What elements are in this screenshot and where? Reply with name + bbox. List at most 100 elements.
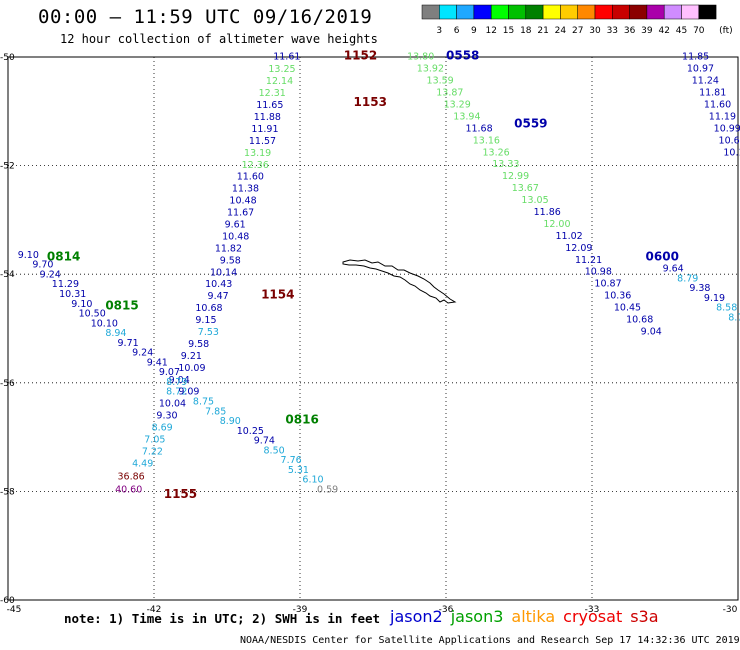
- pass-time-label: 0559: [514, 117, 547, 131]
- wave-height-label: 11.24: [692, 76, 719, 87]
- wave-height-label: 7.05: [144, 435, 165, 446]
- satellite-altika: altika: [511, 607, 556, 626]
- wave-height-label: 10.36: [604, 291, 631, 302]
- legend-tick-label: 21: [537, 26, 548, 36]
- wave-height-label: 12.99: [502, 171, 529, 182]
- map-grid: [8, 57, 738, 600]
- wave-height-label: 12.14: [266, 76, 293, 87]
- wave-height-label: 9.04: [641, 326, 662, 337]
- wave-height-label: 9.24: [132, 348, 153, 359]
- pass-time-label: 1152: [344, 49, 377, 63]
- wave-height-label: 11.29: [52, 279, 79, 290]
- wave-height-label: 13.19: [244, 148, 271, 159]
- wave-height-label: 10.98: [585, 267, 612, 278]
- lat-tick-label: -56: [0, 379, 15, 389]
- wave-height-label: 8.69: [152, 423, 173, 434]
- legend-tick-label: 12: [485, 26, 496, 36]
- wave-height-label: 36.86: [118, 471, 145, 482]
- legend-swatch: [421, 4, 440, 20]
- satellite-s3a: s3a: [630, 607, 659, 626]
- wave-height-label: 7.85: [205, 406, 226, 417]
- page-subtitle: 12 hour collection of altimeter wave hei…: [60, 32, 378, 46]
- wave-height-label: 8.75: [193, 397, 214, 408]
- lat-tick-label: -50: [0, 53, 15, 63]
- wave-height-label: 9.21: [181, 351, 202, 362]
- wave-height-label: 13.33: [492, 159, 519, 170]
- wave-height-label: 13.94: [453, 111, 480, 122]
- legend-tick-label: 30: [589, 26, 601, 36]
- wave-height-label: 13.92: [417, 64, 444, 75]
- legend-tick-label: 70: [693, 26, 705, 36]
- wave-height-label: 6.10: [302, 475, 323, 486]
- pass-time-label: 1153: [354, 95, 387, 109]
- wave-height-label: 9.30: [156, 411, 177, 422]
- wave-height-label: 9.47: [208, 291, 229, 302]
- wave-height-label: 13.25: [268, 64, 295, 75]
- wave-height-label: 13.29: [444, 99, 471, 110]
- color-legend: 3 6 9 12 15 18 21 24 27 30 33 36 39 42 45 70 (ft): [421, 4, 733, 36]
- legend-swatch: [542, 4, 561, 20]
- wave-height-label: 9.19: [704, 293, 725, 304]
- pass-time-label: 0600: [646, 250, 679, 264]
- pass-time-label: 1154: [261, 288, 294, 302]
- wave-height-label: 9.70: [32, 260, 53, 271]
- wave-height-label: 8.94: [105, 328, 126, 339]
- legend-tick-label: 45: [676, 26, 687, 36]
- legend-swatch: [663, 4, 682, 20]
- legend-swatch: [594, 4, 613, 20]
- legend-swatch: [439, 4, 457, 20]
- wave-height-label: 8.79: [166, 377, 187, 388]
- wave-height-label: 40.60: [115, 484, 142, 495]
- wave-height-label: 10.99: [714, 123, 740, 134]
- wave-height-label: 9.04: [169, 375, 190, 386]
- wave-height-label: 11.38: [232, 184, 259, 195]
- legend-tick-label: 18: [520, 26, 532, 36]
- wave-height-label: 9.58: [188, 339, 209, 350]
- pass-time-label: 0814: [47, 250, 80, 264]
- legend-swatch: [560, 4, 578, 20]
- lat-tick-label: -58: [0, 487, 15, 497]
- wave-height-label: 11.86: [534, 207, 561, 218]
- wave-height-label: 9.24: [40, 269, 61, 280]
- wave-height-label: 8.79: [677, 273, 698, 284]
- wave-height-label: 11.85: [682, 52, 709, 63]
- legend-tick-label: 15: [503, 26, 514, 36]
- wave-height-label: 11.88: [254, 112, 281, 123]
- legend-tick-label: 3: [436, 26, 442, 36]
- wave-height-label: 10.04: [159, 399, 186, 410]
- wave-height-label: 11.61: [273, 52, 300, 63]
- wave-height-label: 10.10: [91, 318, 118, 329]
- wave-height-label: 13.87: [436, 88, 463, 99]
- wave-height-label: 10.48: [222, 231, 249, 242]
- wave-height-label: 9.71: [118, 338, 139, 349]
- satellite-cryosat: cryosat: [563, 607, 623, 626]
- note-text: note: 1) Time is in UTC; 2) SWH is in fe…: [64, 611, 381, 626]
- wave-height-label: 7.22: [142, 446, 163, 457]
- wave-height-label: 10.48: [229, 196, 256, 207]
- wave-height-label: 12.09: [565, 243, 592, 254]
- legend-swatch: [473, 4, 492, 20]
- wave-height-label: 11.02: [556, 231, 583, 242]
- legend-tick-label: 42: [658, 26, 669, 36]
- lat-tick-label: -54: [0, 270, 15, 280]
- wave-height-label: 11.67: [227, 208, 254, 219]
- wave-height-label: 10.43: [205, 279, 232, 290]
- lat-tick-label: -60: [0, 596, 15, 606]
- wave-height-label: 11.60: [237, 172, 264, 183]
- pass-time-label: 0816: [285, 413, 318, 427]
- wave-height-label: 8.76: [728, 312, 740, 323]
- wave-height-label: 11.60: [704, 99, 731, 110]
- legend-unit: (ft): [719, 26, 733, 36]
- footer-credit: NOAA/NESDIS Center for Satellite Applica…: [240, 635, 740, 646]
- wave-height-label: 10.14: [210, 267, 237, 278]
- wave-height-label: 10.68: [195, 303, 222, 314]
- wave-height-label: 11.57: [249, 136, 276, 147]
- legend-swatch: [508, 4, 527, 20]
- wave-height-label: 9.10: [18, 250, 39, 261]
- legend-swatch: [490, 4, 509, 20]
- wave-height-label: 13.26: [483, 147, 510, 158]
- wave-height-label: 12.00: [543, 219, 570, 230]
- wave-height-label: 11.91: [251, 124, 278, 135]
- lon-tick-label: -42: [147, 605, 162, 615]
